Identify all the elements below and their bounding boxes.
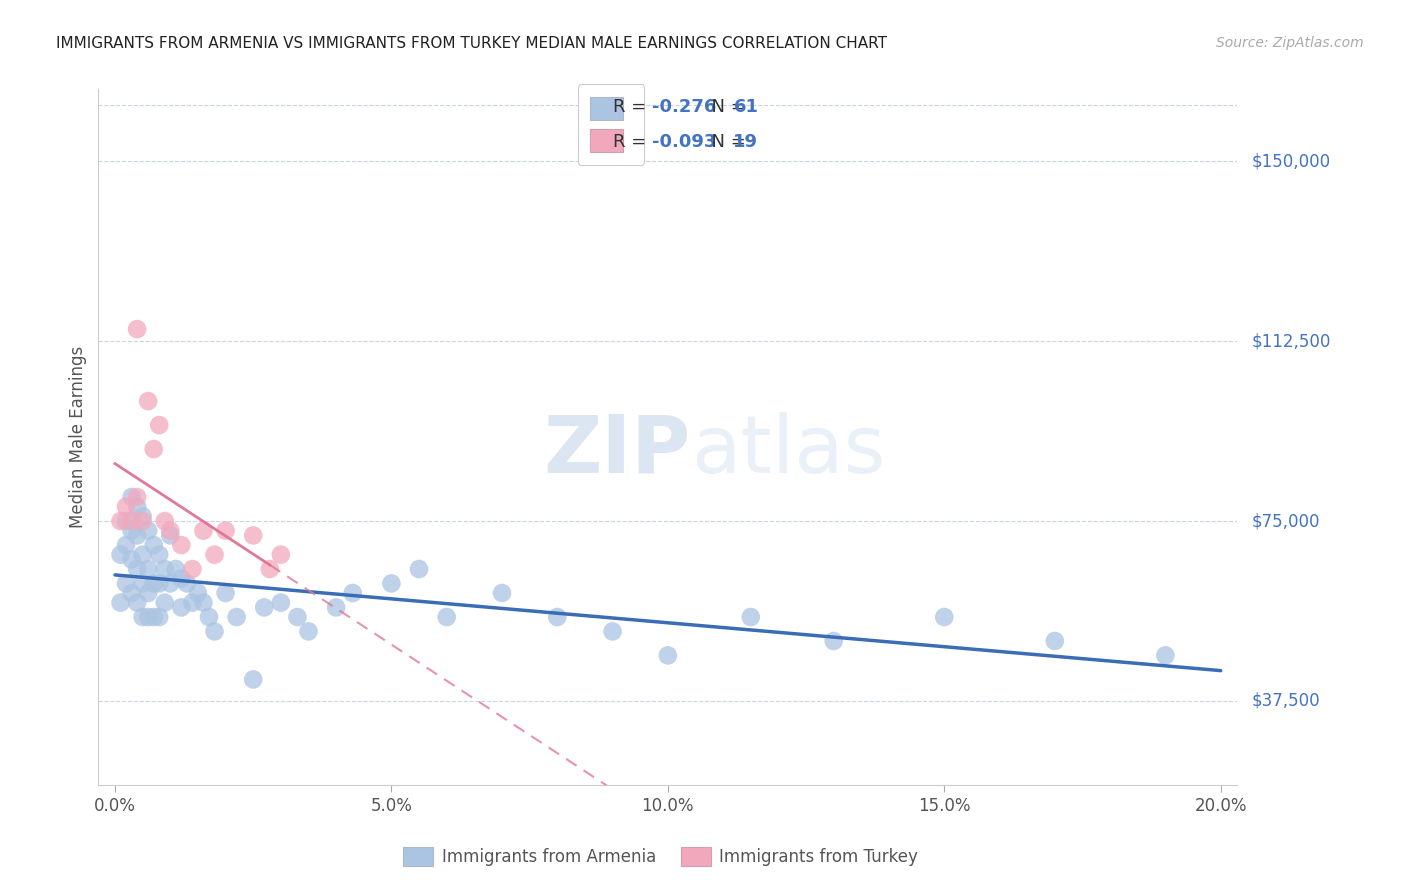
Point xyxy=(121,490,143,504)
Point xyxy=(176,576,198,591)
Point xyxy=(380,576,402,591)
Point xyxy=(127,490,149,504)
Point xyxy=(115,538,138,552)
Point xyxy=(297,624,319,639)
Point xyxy=(159,528,181,542)
Point xyxy=(270,596,292,610)
Point xyxy=(159,576,181,591)
Text: -0.093: -0.093 xyxy=(652,134,716,152)
Point xyxy=(121,552,143,566)
Point xyxy=(110,596,132,610)
Point xyxy=(115,514,138,528)
Text: N =: N = xyxy=(700,98,751,116)
Text: Source: ZipAtlas.com: Source: ZipAtlas.com xyxy=(1216,36,1364,50)
Point xyxy=(136,524,159,538)
Point xyxy=(148,418,170,433)
Point xyxy=(127,528,149,542)
Point xyxy=(214,586,236,600)
Point xyxy=(181,562,204,576)
Point xyxy=(1154,648,1177,663)
Point xyxy=(602,624,624,639)
Text: N =: N = xyxy=(700,134,751,152)
Point xyxy=(127,562,149,576)
Point xyxy=(127,500,149,514)
Point xyxy=(214,524,236,538)
Text: $37,500: $37,500 xyxy=(1251,692,1320,710)
Point xyxy=(934,610,956,624)
Point xyxy=(136,562,159,576)
Point xyxy=(491,586,513,600)
Point xyxy=(148,576,170,591)
Text: R =: R = xyxy=(613,134,651,152)
Point xyxy=(127,596,149,610)
Point xyxy=(115,500,138,514)
Point xyxy=(436,610,458,624)
Point xyxy=(325,600,347,615)
Point xyxy=(110,514,132,528)
Text: ZIP: ZIP xyxy=(543,412,690,490)
Point xyxy=(131,548,153,562)
Text: IMMIGRANTS FROM ARMENIA VS IMMIGRANTS FROM TURKEY MEDIAN MALE EARNINGS CORRELATI: IMMIGRANTS FROM ARMENIA VS IMMIGRANTS FR… xyxy=(56,36,887,51)
Point xyxy=(1043,634,1066,648)
Point xyxy=(142,538,165,552)
Text: 61: 61 xyxy=(734,98,758,116)
Point xyxy=(131,514,153,528)
Point xyxy=(136,586,159,600)
Legend: , : , xyxy=(578,85,644,165)
Point xyxy=(225,610,247,624)
Point xyxy=(110,548,132,562)
Point xyxy=(142,442,165,456)
Text: -0.276: -0.276 xyxy=(652,98,716,116)
Point xyxy=(136,394,159,409)
Text: R =: R = xyxy=(613,98,651,116)
Point xyxy=(121,514,143,528)
Point xyxy=(198,610,221,624)
Point xyxy=(127,322,149,336)
Text: $150,000: $150,000 xyxy=(1251,153,1330,170)
Point xyxy=(142,610,165,624)
Point xyxy=(342,586,364,600)
Point xyxy=(242,528,264,542)
Point xyxy=(131,576,153,591)
Point xyxy=(204,548,226,562)
Y-axis label: Median Male Earnings: Median Male Earnings xyxy=(69,346,87,528)
Point xyxy=(193,524,215,538)
Legend: Immigrants from Armenia, Immigrants from Turkey: Immigrants from Armenia, Immigrants from… xyxy=(395,838,927,875)
Text: $75,000: $75,000 xyxy=(1251,512,1320,530)
Point xyxy=(148,610,170,624)
Point xyxy=(153,514,176,528)
Point xyxy=(193,596,215,610)
Point xyxy=(153,596,176,610)
Point xyxy=(148,548,170,562)
Point xyxy=(170,572,193,586)
Point xyxy=(740,610,762,624)
Point xyxy=(142,576,165,591)
Point xyxy=(546,610,568,624)
Point xyxy=(823,634,845,648)
Point xyxy=(159,524,181,538)
Point xyxy=(187,586,209,600)
Point xyxy=(121,586,143,600)
Point xyxy=(408,562,430,576)
Point xyxy=(259,562,281,576)
Point xyxy=(131,509,153,524)
Point xyxy=(657,648,679,663)
Point xyxy=(170,538,193,552)
Point xyxy=(153,562,176,576)
Point xyxy=(165,562,187,576)
Point xyxy=(121,524,143,538)
Point xyxy=(136,610,159,624)
Point xyxy=(131,610,153,624)
Text: $112,500: $112,500 xyxy=(1251,332,1330,351)
Point xyxy=(242,673,264,687)
Point xyxy=(253,600,276,615)
Point xyxy=(204,624,226,639)
Text: atlas: atlas xyxy=(690,412,884,490)
Point xyxy=(270,548,292,562)
Point xyxy=(115,576,138,591)
Point xyxy=(170,600,193,615)
Text: 19: 19 xyxy=(734,134,758,152)
Point xyxy=(181,596,204,610)
Point xyxy=(287,610,309,624)
